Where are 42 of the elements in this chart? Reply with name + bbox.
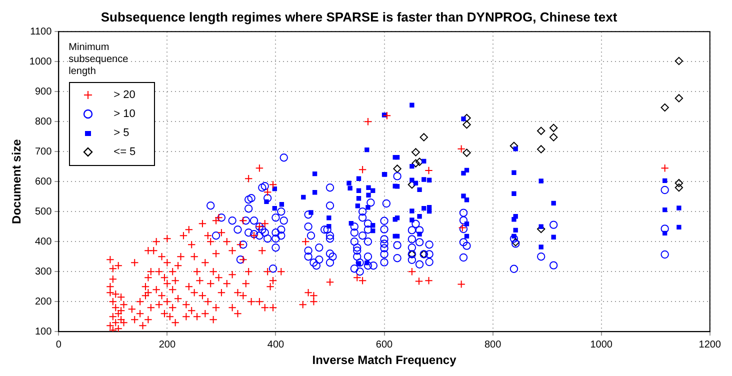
- y-tick-label: 700: [34, 146, 52, 158]
- y-tick-label: 500: [34, 206, 52, 218]
- x-tick-label: 1000: [590, 339, 613, 350]
- y-axis-title: Document size: [10, 138, 24, 224]
- point: [412, 148, 420, 156]
- x-tick-label: 1200: [698, 339, 722, 350]
- point: [510, 142, 518, 150]
- x-tick-label: 600: [376, 339, 394, 350]
- point: [660, 103, 669, 112]
- y-tick-label: 300: [34, 266, 52, 278]
- x-tick-label: 0: [56, 339, 62, 350]
- point: [674, 184, 684, 192]
- point: [420, 133, 428, 142]
- y-tick-label: 400: [34, 236, 52, 248]
- point: [674, 179, 684, 188]
- point: [549, 124, 558, 132]
- point: [537, 145, 546, 154]
- legend-label: <= 5: [114, 146, 136, 158]
- y-tick-label: 100: [34, 326, 52, 338]
- point: [393, 164, 402, 173]
- legend-label: > 5: [114, 127, 130, 140]
- point: [462, 120, 471, 129]
- point: [549, 133, 558, 142]
- x-axis-title: Inverse Match Frequency: [312, 353, 457, 368]
- point: [674, 56, 684, 66]
- y-tick-label: 600: [34, 176, 52, 188]
- y-tick-label: 1100: [30, 26, 52, 38]
- point: [412, 159, 420, 168]
- y-tick-label: 900: [34, 86, 52, 98]
- x-tick-label: 400: [267, 339, 284, 350]
- point: [462, 148, 471, 157]
- legend-label: > 10: [114, 108, 136, 120]
- y-tick-label: 800: [34, 116, 52, 128]
- chart-title: Subsequence length regimes where SPARSE is faster than DYNPROG, Chinese text: [100, 9, 618, 24]
- legend-title: Minimum subsequence length: [68, 42, 130, 78]
- x-tick-label: 200: [158, 339, 176, 350]
- y-tick-label: 200: [34, 296, 52, 308]
- x-tick-label: 800: [484, 339, 502, 350]
- point: [674, 94, 684, 102]
- y-tick-label: 1000: [29, 56, 52, 68]
- point: [537, 126, 546, 135]
- legend-label: > 20: [114, 89, 136, 102]
